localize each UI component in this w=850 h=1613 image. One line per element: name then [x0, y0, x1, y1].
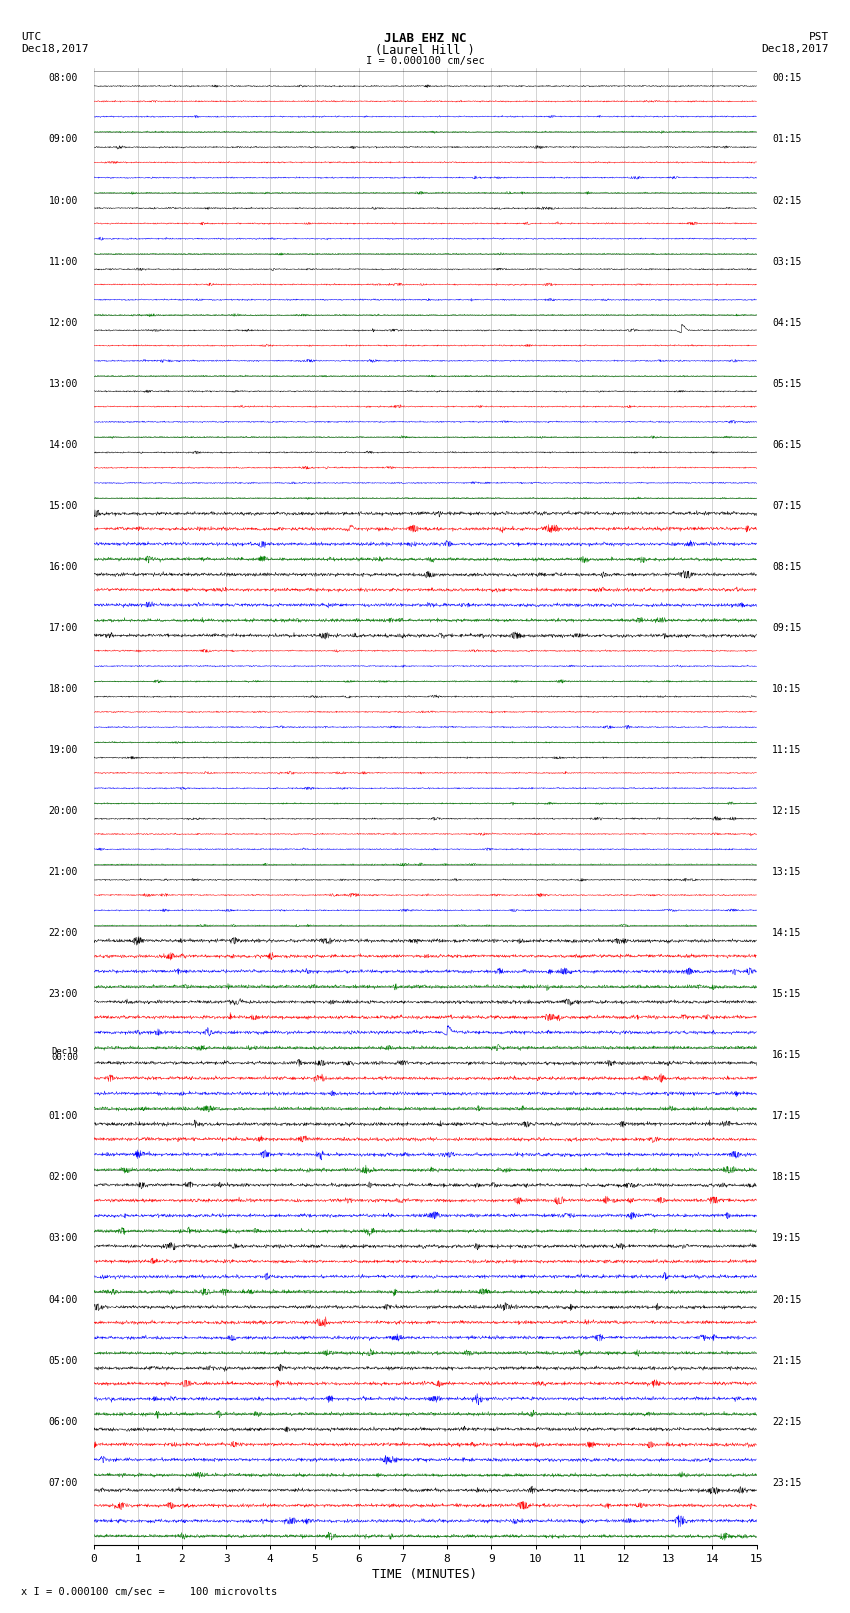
Text: 14:15: 14:15 — [772, 927, 802, 939]
Text: Dec18,2017: Dec18,2017 — [762, 44, 829, 53]
Text: JLAB EHZ NC: JLAB EHZ NC — [383, 32, 467, 45]
Text: 23:00: 23:00 — [48, 989, 78, 998]
Text: 11:15: 11:15 — [772, 745, 802, 755]
Text: 16:00: 16:00 — [48, 561, 78, 573]
Text: 16:15: 16:15 — [772, 1050, 802, 1060]
Text: 05:00: 05:00 — [48, 1355, 78, 1366]
Text: I = 0.000100 cm/sec: I = 0.000100 cm/sec — [366, 56, 484, 66]
Text: 18:00: 18:00 — [48, 684, 78, 694]
Text: 06:00: 06:00 — [48, 1416, 78, 1426]
Text: 08:00: 08:00 — [48, 74, 78, 84]
Text: 10:00: 10:00 — [48, 195, 78, 205]
Text: 18:15: 18:15 — [772, 1173, 802, 1182]
Text: 10:15: 10:15 — [772, 684, 802, 694]
Text: 01:15: 01:15 — [772, 134, 802, 145]
Text: 13:00: 13:00 — [48, 379, 78, 389]
Text: 22:15: 22:15 — [772, 1416, 802, 1426]
Text: 21:00: 21:00 — [48, 868, 78, 877]
Text: 03:15: 03:15 — [772, 256, 802, 266]
Text: 04:00: 04:00 — [48, 1295, 78, 1305]
Text: 20:00: 20:00 — [48, 806, 78, 816]
Text: 07:00: 07:00 — [48, 1478, 78, 1487]
Text: 15:15: 15:15 — [772, 989, 802, 998]
Text: 02:15: 02:15 — [772, 195, 802, 205]
X-axis label: TIME (MINUTES): TIME (MINUTES) — [372, 1568, 478, 1581]
Text: 13:15: 13:15 — [772, 868, 802, 877]
Text: 00:15: 00:15 — [772, 74, 802, 84]
Text: 02:00: 02:00 — [48, 1173, 78, 1182]
Text: 09:15: 09:15 — [772, 623, 802, 632]
Text: 15:00: 15:00 — [48, 500, 78, 511]
Text: 05:15: 05:15 — [772, 379, 802, 389]
Text: 03:00: 03:00 — [48, 1234, 78, 1244]
Text: 12:00: 12:00 — [48, 318, 78, 327]
Text: 09:00: 09:00 — [48, 134, 78, 145]
Text: 21:15: 21:15 — [772, 1355, 802, 1366]
Text: 19:15: 19:15 — [772, 1234, 802, 1244]
Text: 08:15: 08:15 — [772, 561, 802, 573]
Text: 14:00: 14:00 — [48, 440, 78, 450]
Text: 11:00: 11:00 — [48, 256, 78, 266]
Text: 00:00: 00:00 — [51, 1053, 78, 1061]
Text: 01:00: 01:00 — [48, 1111, 78, 1121]
Text: 04:15: 04:15 — [772, 318, 802, 327]
Text: UTC: UTC — [21, 32, 42, 42]
Text: Dec18,2017: Dec18,2017 — [21, 44, 88, 53]
Text: 12:15: 12:15 — [772, 806, 802, 816]
Text: PST: PST — [808, 32, 829, 42]
Text: 20:15: 20:15 — [772, 1295, 802, 1305]
Text: 06:15: 06:15 — [772, 440, 802, 450]
Text: x I = 0.000100 cm/sec =    100 microvolts: x I = 0.000100 cm/sec = 100 microvolts — [21, 1587, 277, 1597]
Text: 17:00: 17:00 — [48, 623, 78, 632]
Text: 17:15: 17:15 — [772, 1111, 802, 1121]
Text: Dec19: Dec19 — [51, 1047, 78, 1057]
Text: 07:15: 07:15 — [772, 500, 802, 511]
Text: 19:00: 19:00 — [48, 745, 78, 755]
Text: 22:00: 22:00 — [48, 927, 78, 939]
Text: 23:15: 23:15 — [772, 1478, 802, 1487]
Text: (Laurel Hill ): (Laurel Hill ) — [375, 44, 475, 56]
